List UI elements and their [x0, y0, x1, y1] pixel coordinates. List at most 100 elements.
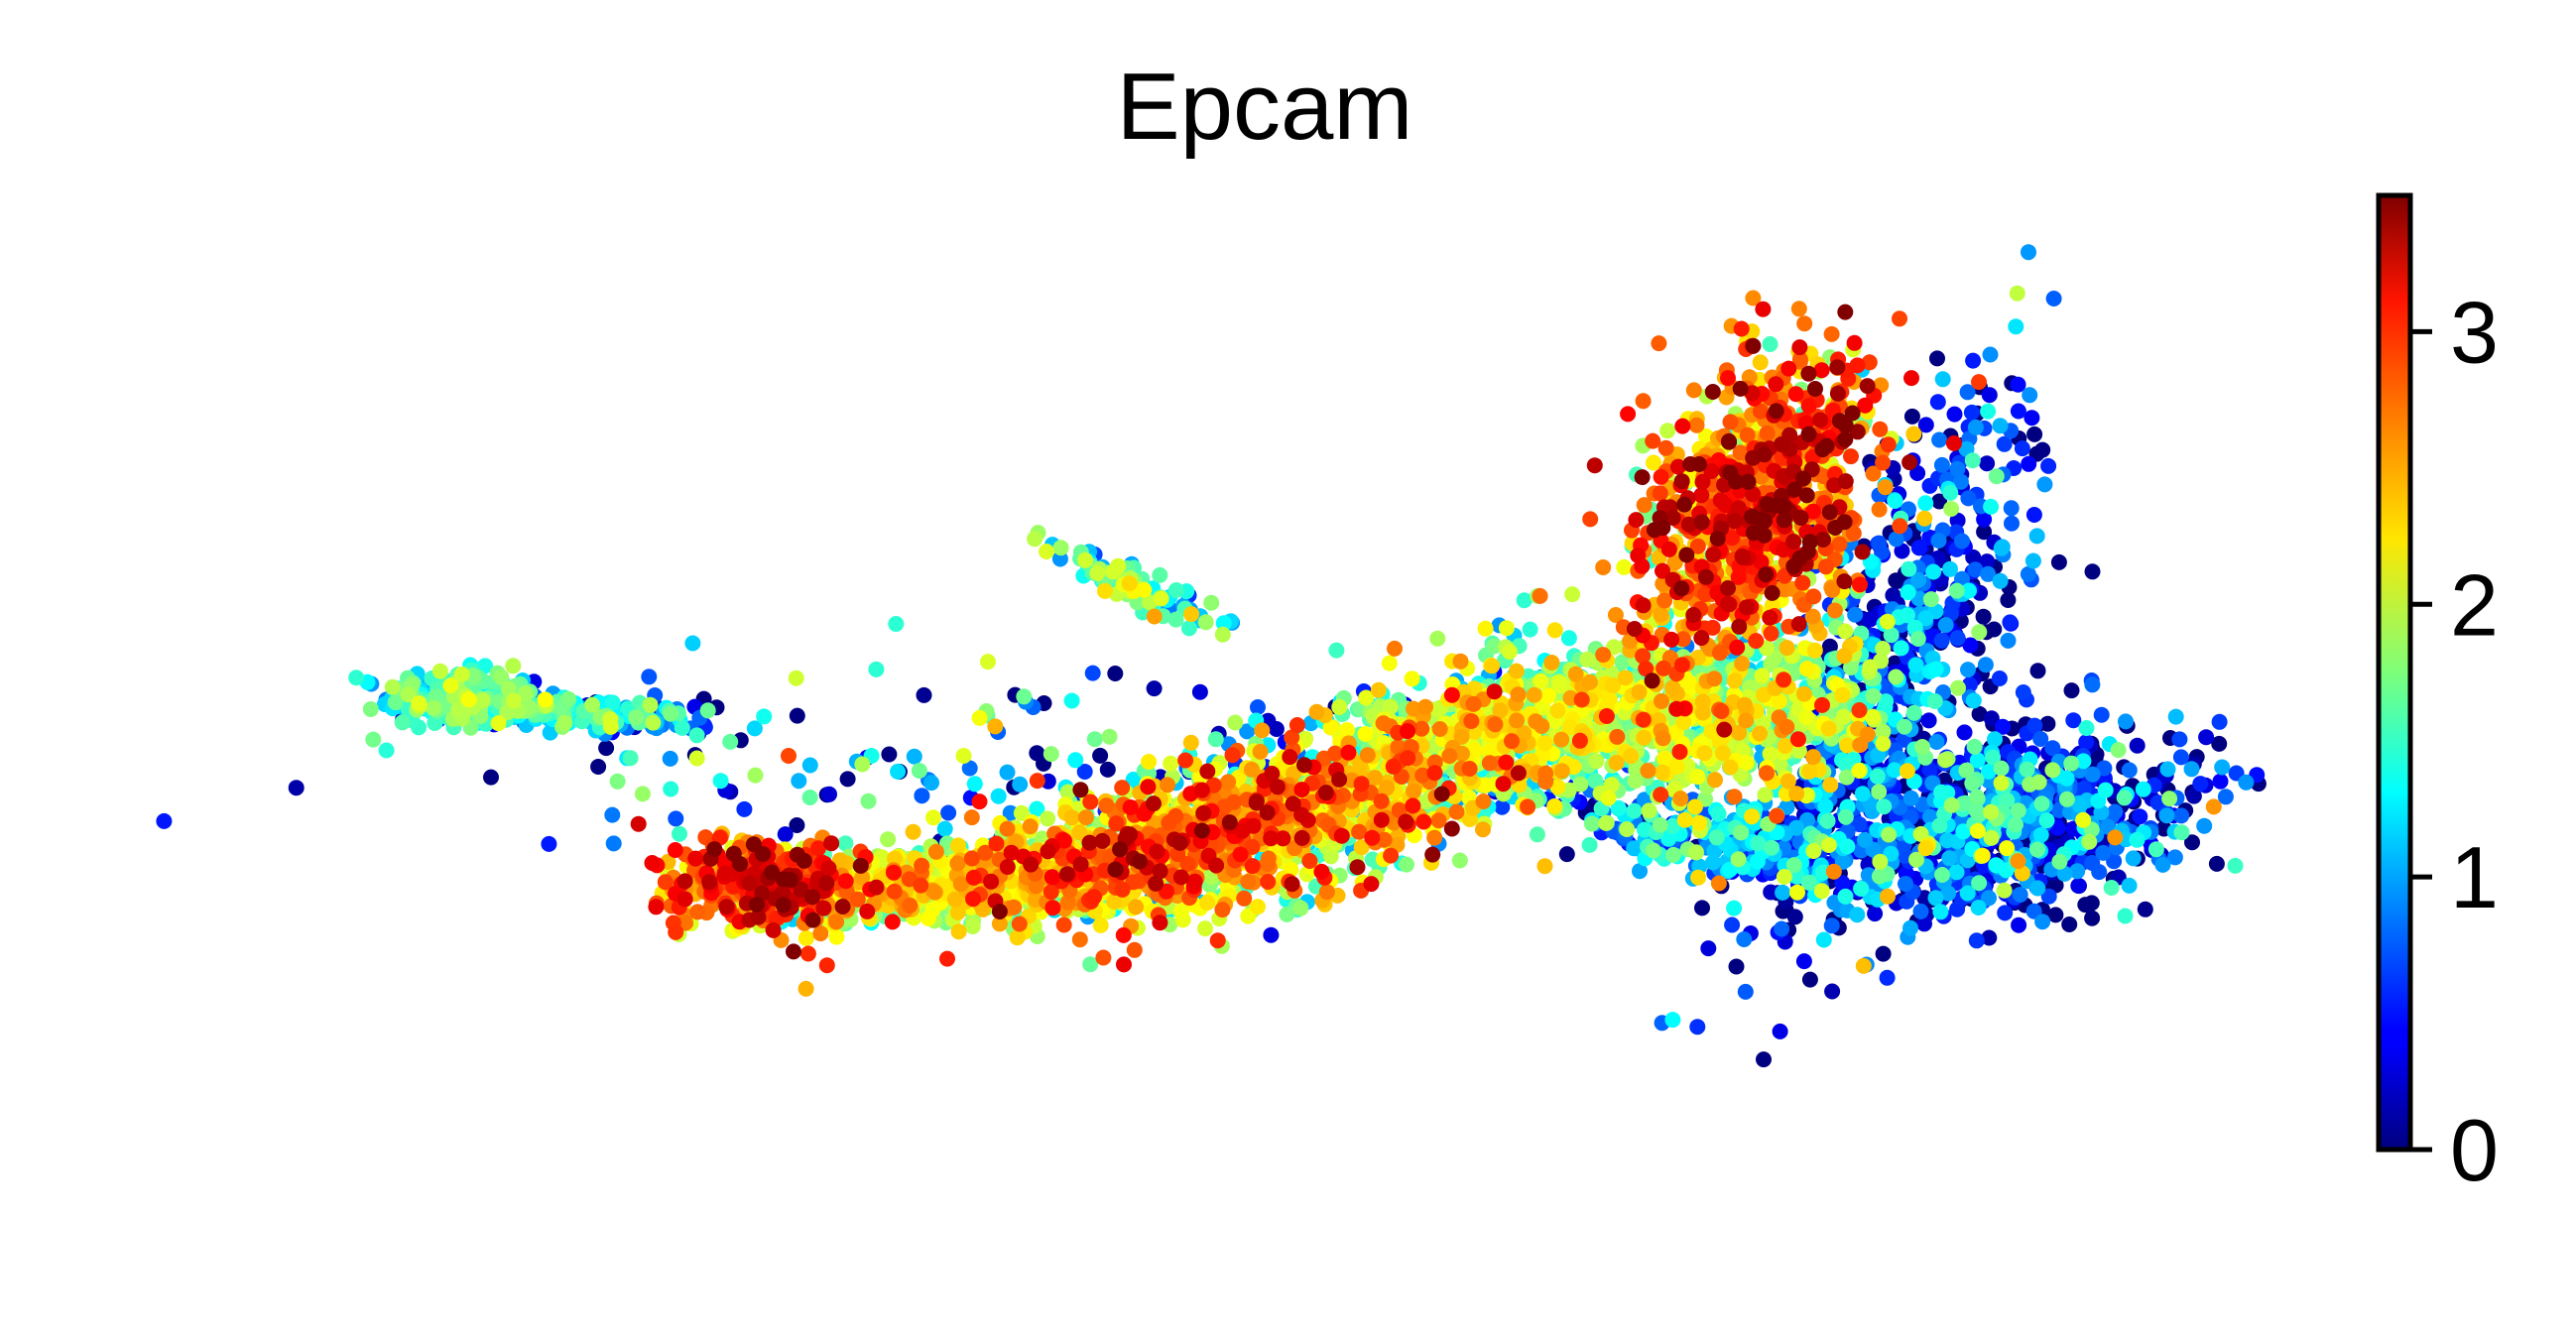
- cell-point: [1815, 931, 1832, 948]
- cell-point: [642, 696, 659, 713]
- cell-point: [2063, 682, 2080, 699]
- cell-point: [2021, 455, 2037, 472]
- cell-point: [1931, 431, 1948, 448]
- cell-point: [1564, 586, 1581, 603]
- cell-point: [394, 714, 411, 731]
- cell-point: [1993, 775, 2010, 792]
- cell-point: [789, 817, 805, 833]
- cell-point: [1888, 669, 1904, 685]
- cell-point: [1801, 971, 1818, 988]
- cell-point: [2022, 387, 2038, 404]
- cell-point: [556, 714, 573, 731]
- cell-point: [1824, 983, 1841, 1000]
- cell-point: [1292, 900, 1309, 916]
- cell-point: [1900, 584, 1916, 601]
- cell-point: [662, 750, 678, 767]
- cell-point: [1941, 850, 1958, 867]
- cell-point: [1933, 784, 1950, 800]
- cell-point: [1263, 926, 1280, 943]
- cell-point: [674, 719, 690, 736]
- cell-point: [1089, 564, 1106, 581]
- cell-point: [2032, 731, 2049, 747]
- cell-point: [1949, 512, 1966, 529]
- cell-point: [365, 731, 382, 748]
- cell-point: [1763, 884, 1779, 901]
- cell-point: [609, 773, 626, 790]
- cell-point: [560, 690, 577, 707]
- cell-point: [1883, 627, 1900, 644]
- cell-point: [1943, 501, 1960, 517]
- cell-point: [1847, 606, 1864, 623]
- cell-point: [2026, 426, 2043, 442]
- cell-point: [1837, 808, 1854, 825]
- cell-point: [2083, 895, 2100, 912]
- cell-point: [2009, 285, 2025, 302]
- cell-point: [2161, 791, 2178, 807]
- cell-point: [1851, 816, 1868, 833]
- cell-point: [1865, 708, 1882, 725]
- cell-point: [384, 678, 401, 695]
- cell-point: [1710, 805, 1727, 822]
- cell-point: [1641, 802, 1657, 819]
- cell-point: [1983, 803, 2000, 820]
- cell-point: [2208, 855, 2225, 872]
- cell-point: [2172, 749, 2189, 766]
- cell-point: [1012, 776, 1029, 793]
- cell-point: [2014, 440, 2030, 457]
- cell-point: [2121, 762, 2138, 779]
- cell-point: [1688, 844, 1704, 861]
- cell-point: [2029, 841, 2045, 858]
- cell-point: [1865, 687, 1882, 704]
- cell-point: [747, 767, 764, 784]
- cell-point: [1894, 543, 1910, 559]
- cell-point: [1700, 940, 1717, 957]
- cell-point: [1558, 846, 1575, 863]
- cell-point: [736, 800, 753, 817]
- cell-point: [1331, 698, 1348, 715]
- cell-point: [1039, 544, 1054, 559]
- cell-point: [1937, 752, 1953, 769]
- cell-point: [2132, 808, 2148, 825]
- cell-point: [1776, 869, 1792, 885]
- cell-point: [2044, 740, 2061, 757]
- cell-point: [1949, 630, 1966, 647]
- cell-point: [888, 616, 905, 632]
- cell-point: [1879, 613, 1896, 630]
- cell-point: [854, 756, 871, 773]
- cell-point: [1834, 875, 1851, 892]
- cell-point: [1943, 796, 1960, 813]
- cell-point: [1052, 540, 1069, 556]
- cell-point: [1962, 637, 1979, 654]
- cell-point: [1152, 566, 1168, 583]
- cell-point: [722, 733, 739, 750]
- cell-point: [1853, 881, 1870, 897]
- cell-point: [1976, 511, 1993, 528]
- cell-point: [1837, 623, 1854, 640]
- cell-point: [2039, 715, 2056, 732]
- cell-point: [362, 701, 379, 717]
- cell-point: [1981, 929, 1998, 946]
- cell-point: [1805, 843, 1822, 859]
- cell-point: [2103, 880, 2120, 896]
- cell-point: [2029, 663, 2046, 679]
- cell-point: [1925, 563, 1942, 580]
- cell-point: [1027, 531, 1043, 548]
- cell-point: [2038, 812, 2055, 829]
- cell-point: [2033, 795, 2050, 812]
- cell-point: [2084, 676, 2101, 693]
- cell-point: [1929, 394, 1946, 411]
- cell-point: [1067, 752, 1084, 769]
- cell-point: [1992, 418, 2009, 434]
- cell-point: [2075, 811, 2092, 828]
- cell-point: [1063, 692, 1080, 709]
- cell-point: [1997, 905, 2014, 921]
- cell-point: [1876, 798, 1893, 815]
- cell-point: [2034, 441, 2051, 458]
- cell-point: [1167, 611, 1184, 628]
- cell-point: [1964, 452, 1981, 469]
- cell-point: [2040, 888, 2057, 905]
- cell-point: [2002, 614, 2019, 631]
- cell-point: [1689, 769, 1706, 786]
- cell-point: [1736, 931, 1753, 947]
- cell-point: [1357, 726, 1374, 742]
